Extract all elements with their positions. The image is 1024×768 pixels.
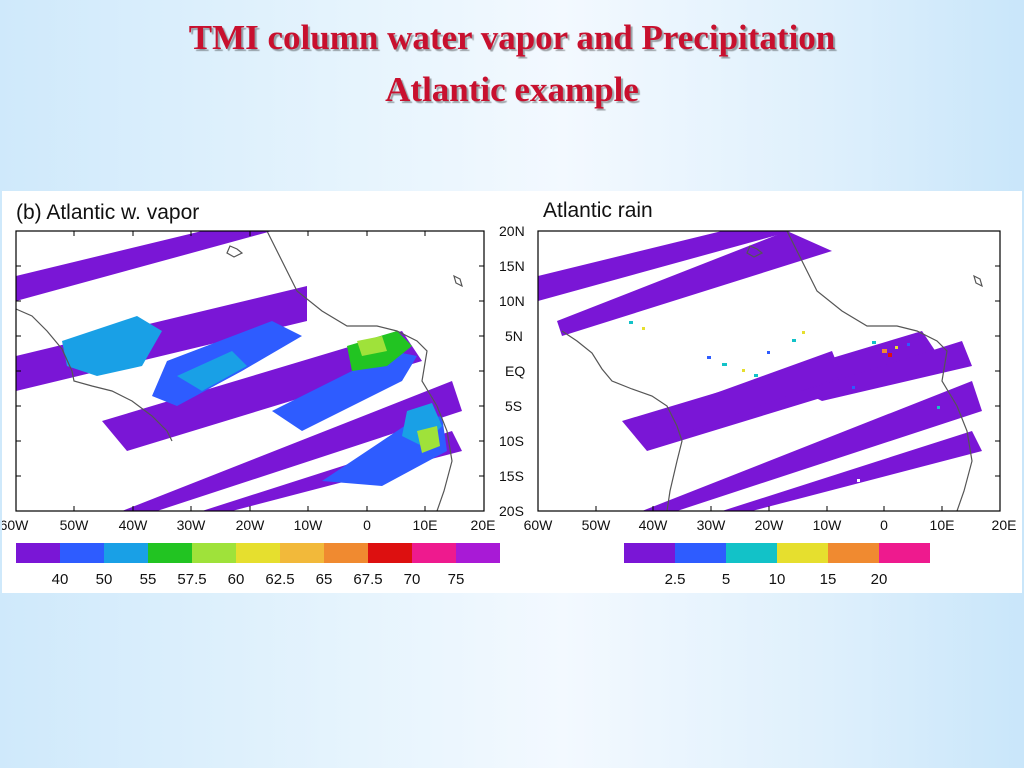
vapor-colorbar-box xyxy=(148,543,192,563)
rain-colorbar-box xyxy=(726,543,777,563)
lat-label-15n: 15N xyxy=(499,258,525,274)
vapor-patch-blue-1 xyxy=(62,316,162,376)
rain-colorbar-box xyxy=(675,543,726,563)
rain-colorbar-box xyxy=(828,543,879,563)
rain-colorbar-label: 2.5 xyxy=(665,571,686,588)
rain-colorbar-label: 15 xyxy=(820,571,837,588)
slide-title-line2: Atlantic example xyxy=(385,70,639,109)
vapor-map-plot xyxy=(16,231,462,511)
vapor-colorbar-label: 70 xyxy=(404,571,421,588)
rain-map-title: Atlantic rain xyxy=(543,199,653,222)
vapor-colorbar-box xyxy=(280,543,324,563)
rain-lon-label-30w: 30W xyxy=(697,517,727,533)
rain-swath-7 xyxy=(802,341,972,401)
lat-label-10n: 10N xyxy=(499,293,525,309)
vapor-lon-label-10e: 10E xyxy=(413,517,438,533)
rain-colorbar-box xyxy=(879,543,930,563)
rain-lon-label-10w: 10W xyxy=(813,517,843,533)
vapor-lon-label-20w: 20W xyxy=(236,517,266,533)
rain-swath-2 xyxy=(557,231,832,336)
rain-map-ticks xyxy=(595,230,1000,511)
rain-coastline xyxy=(561,230,983,512)
lat-label-5n: 5N xyxy=(505,328,523,344)
vapor-patch-cyan-2 xyxy=(177,351,247,391)
vapor-colorbar-label: 67.5 xyxy=(353,571,382,588)
rain-colorbar-box xyxy=(624,543,675,563)
vapor-map-title: (b) Atlantic w. vapor xyxy=(16,201,199,224)
rain-cells xyxy=(629,321,940,482)
vapor-swath-4 xyxy=(122,381,462,511)
vapor-map-ticks xyxy=(16,230,484,512)
lat-label-20s: 20S xyxy=(499,503,524,519)
rain-colorbar xyxy=(624,543,930,563)
lat-label-eq: EQ xyxy=(505,363,525,379)
vapor-lon-label-10w: 10W xyxy=(294,517,324,533)
rain-colorbar-label: 10 xyxy=(769,571,786,588)
vapor-swath-3 xyxy=(102,331,422,451)
vapor-lon-label-20e: 20E xyxy=(471,517,496,533)
rain-colorbar-label: 20 xyxy=(871,571,888,588)
vapor-patch-lime-3 xyxy=(357,336,387,356)
vapor-lon-label-60w: 60W xyxy=(2,517,29,533)
rain-map-plot xyxy=(538,231,982,511)
rain-colorbar-label: 5 xyxy=(722,571,730,588)
rain-colorbar-box xyxy=(777,543,828,563)
vapor-swath-1 xyxy=(16,231,272,301)
slide-title-line1: TMI column water vapor and Precipitation xyxy=(188,18,836,57)
vapor-colorbar-label: 65 xyxy=(316,571,333,588)
vapor-colorbar-label: 60 xyxy=(228,571,245,588)
vapor-lon-label-40w: 40W xyxy=(119,517,149,533)
vapor-colorbar-box xyxy=(412,543,456,563)
rain-swath-1 xyxy=(538,231,792,301)
vapor-colorbar-box xyxy=(236,543,280,563)
vapor-colorbar-box xyxy=(324,543,368,563)
vapor-lon-label-0: 0 xyxy=(363,517,371,533)
vapor-colorbar-label: 62.5 xyxy=(265,571,294,588)
vapor-colorbar-box xyxy=(368,543,412,563)
rain-lon-label-60w: 60W xyxy=(524,517,554,533)
rain-colorbar-labels: 2.5 5 10 15 20 xyxy=(665,571,888,588)
vapor-coastline xyxy=(15,230,463,512)
rain-lon-label-40w: 40W xyxy=(639,517,669,533)
rain-lon-label-50w: 50W xyxy=(582,517,612,533)
lat-label-15s: 15S xyxy=(499,468,524,484)
vapor-colorbar-labels: 40 50 55 57.5 60 62.5 65 67.5 70 75 xyxy=(52,571,465,588)
vapor-colorbar-label: 55 xyxy=(140,571,157,588)
map-figure: (b) Atlantic w. vapor xyxy=(2,191,1022,593)
vapor-colorbar xyxy=(16,543,500,563)
rain-lon-label-20w: 20W xyxy=(755,517,785,533)
vapor-patch-lime-4 xyxy=(417,426,440,453)
lat-label-20n: 20N xyxy=(499,223,525,239)
vapor-colorbar-box xyxy=(16,543,60,563)
vapor-colorbar-box xyxy=(60,543,104,563)
lat-label-5s: 5S xyxy=(505,398,522,414)
vapor-lon-label-30w: 30W xyxy=(177,517,207,533)
vapor-colorbar-box xyxy=(456,543,500,563)
vapor-colorbar-label: 75 xyxy=(448,571,465,588)
vapor-lon-label-50w: 50W xyxy=(60,517,90,533)
rain-lon-label-20e: 20E xyxy=(992,517,1017,533)
rain-lon-label-0: 0 xyxy=(880,517,888,533)
rain-swath-6 xyxy=(652,351,842,441)
vapor-colorbar-box xyxy=(104,543,148,563)
rain-swath-4 xyxy=(642,381,982,511)
lat-label-10s: 10S xyxy=(499,433,524,449)
vapor-colorbar-label: 40 xyxy=(52,571,69,588)
vapor-colorbar-label: 50 xyxy=(96,571,113,588)
vapor-patch-blue-3 xyxy=(272,351,417,431)
map-figure-svg: (b) Atlantic w. vapor xyxy=(2,199,1017,588)
rain-lon-label-10e: 10E xyxy=(930,517,955,533)
rain-swath-5 xyxy=(722,431,982,511)
vapor-colorbar-label: 57.5 xyxy=(177,571,206,588)
vapor-colorbar-box xyxy=(192,543,236,563)
